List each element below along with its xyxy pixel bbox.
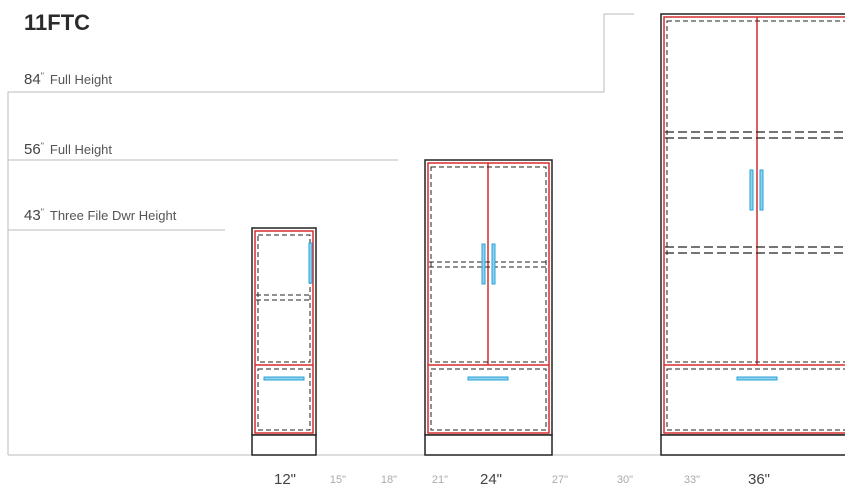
- door-handle: [759, 169, 764, 211]
- height-label: Full Height: [49, 142, 113, 157]
- height-unit: ": [40, 207, 44, 217]
- width-label-18: 18": [380, 474, 398, 486]
- door-handle: [491, 243, 496, 285]
- width-label-21: 21": [431, 474, 449, 486]
- door-swing: [430, 166, 547, 363]
- door-handle: [481, 243, 486, 285]
- width-label-15: 15": [329, 474, 347, 486]
- height-marker-43: 43" Three File Dwr Height: [24, 207, 176, 224]
- door-outline: [254, 230, 314, 434]
- drawer-handle: [263, 376, 305, 381]
- cabinet-12: [251, 227, 317, 456]
- guide-84: [7, 13, 634, 455]
- width-label-12: 12": [273, 471, 297, 488]
- door-swing: [257, 234, 311, 363]
- height-label: Three File Dwr Height: [49, 208, 177, 223]
- cabinet-frame: [251, 227, 317, 436]
- cabinet-36: [660, 13, 845, 456]
- guide-lines: [7, 13, 845, 456]
- width-label-24: 24": [479, 471, 503, 488]
- width-label-36: 36": [747, 471, 771, 488]
- height-value: 43: [24, 207, 41, 224]
- drawer-swing: [666, 368, 845, 431]
- drawer-handle: [467, 376, 509, 381]
- height-marker-56: 56" Full Height: [24, 141, 112, 158]
- height-unit: ": [40, 71, 44, 81]
- door-handle: [749, 169, 754, 211]
- drawer-swing: [430, 368, 547, 431]
- cabinet-base: [660, 434, 845, 456]
- cabinet-24: [424, 159, 553, 456]
- cabinet-frame: [660, 13, 845, 436]
- height-value: 84: [24, 71, 41, 88]
- height-value: 56: [24, 141, 41, 158]
- height-unit: ": [40, 141, 44, 151]
- width-label-30: 30": [616, 474, 634, 486]
- height-label: Full Height: [49, 72, 113, 87]
- cabinet-base: [424, 434, 553, 456]
- height-marker-84: 84" Full Height: [24, 71, 112, 88]
- door-outline: [663, 16, 845, 434]
- cabinet-base: [251, 434, 317, 456]
- page-title: 11FTC: [24, 10, 91, 35]
- drawer-swing: [257, 368, 311, 431]
- door-swing: [666, 20, 845, 363]
- drawer-handle: [736, 376, 778, 381]
- door-handle: [308, 242, 313, 284]
- width-label-27: 27": [551, 474, 569, 486]
- width-label-33: 33": [683, 474, 701, 486]
